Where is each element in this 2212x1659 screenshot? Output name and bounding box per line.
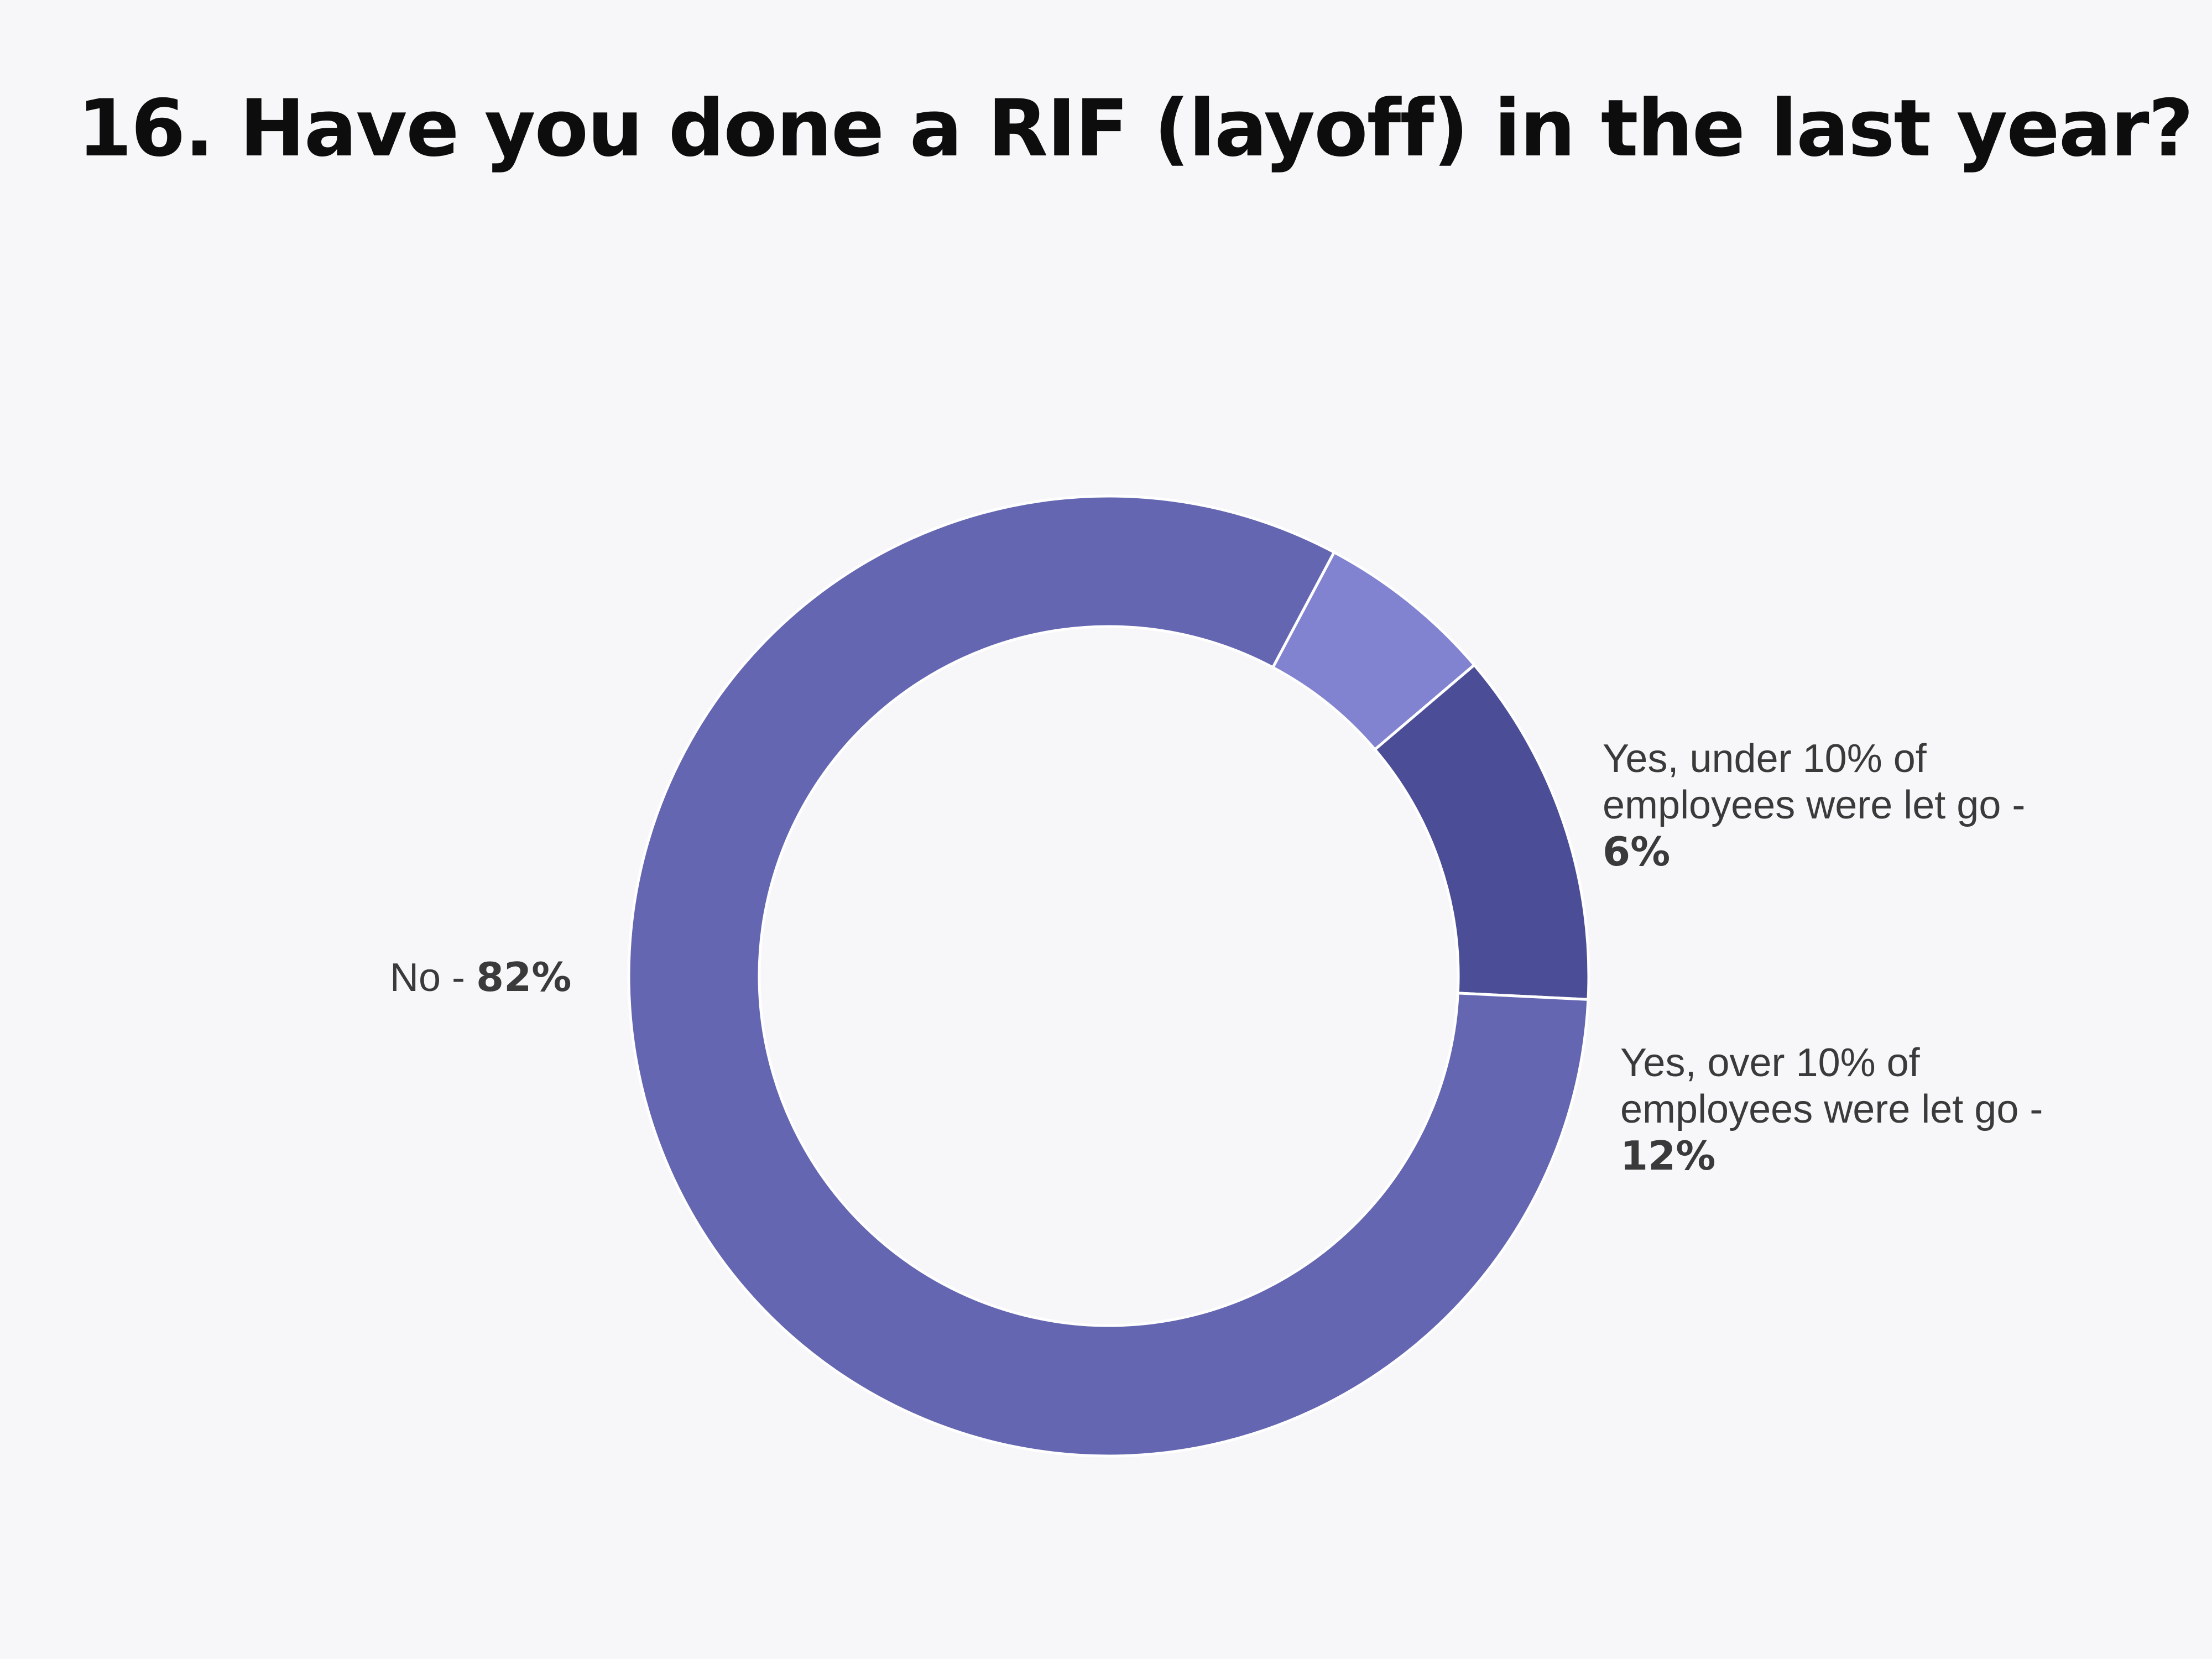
slice-label-over-10-value: 12% [1620, 1133, 1716, 1179]
donut-slices [627, 494, 1590, 1458]
slice-label-under-10-value: 6% [1603, 828, 1671, 875]
slice-label-no-separator: - [441, 956, 477, 1000]
slice-label-under-10-separator: - [2001, 783, 2026, 827]
slice-label-under-10-text: Yes, under 10% of employees were let go [1603, 737, 2001, 827]
slice-label-no-text: No [390, 956, 441, 1000]
slice-label-under-10: Yes, under 10% of employees were let go … [1603, 735, 2100, 875]
slice-label-no-value: 82% [476, 954, 572, 1000]
slice-label-over-10-text: Yes, over 10% of employees were let go [1620, 1041, 2019, 1131]
slice-label-no: No - 82% [390, 954, 571, 1001]
chart-title: 16. Have you done a RIF (layoff) in the … [77, 83, 2194, 174]
slice-label-over-10-separator: - [2018, 1087, 2043, 1131]
donut-slice-no [627, 494, 1590, 1458]
slice-label-over-10: Yes, over 10% of employees were let go -… [1620, 1040, 2118, 1180]
